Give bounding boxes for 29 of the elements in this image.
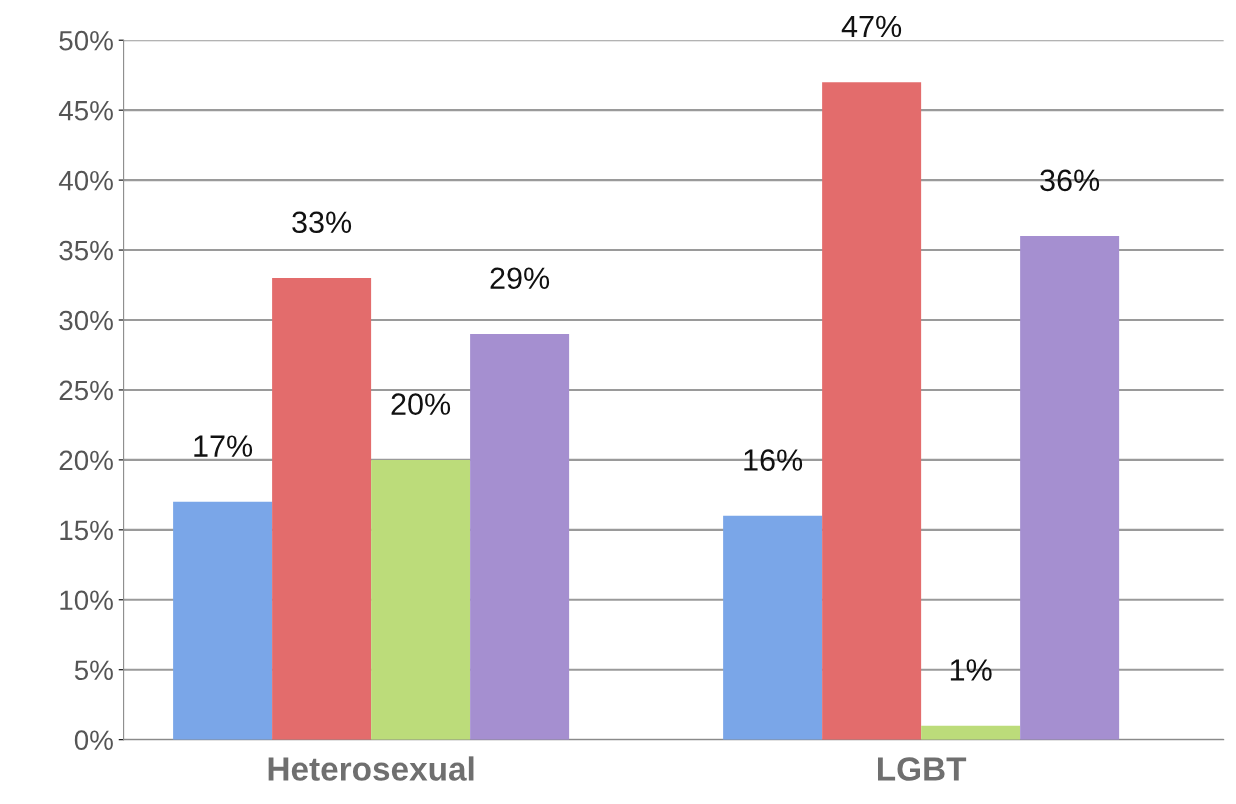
- data-label: 17%: [194, 435, 253, 457]
- data-label: 33%: [292, 211, 352, 234]
- y-tick-label: 30%: [59, 310, 113, 331]
- y-tick-label: 10%: [60, 590, 113, 611]
- y-tick-label: 20%: [59, 450, 113, 471]
- data-label: 29%: [490, 267, 550, 290]
- bar: [173, 501, 273, 740]
- bar: [822, 82, 922, 740]
- bar: [371, 459, 471, 740]
- x-tick-label: Heterosexual: [268, 756, 474, 781]
- bar: [470, 333, 570, 740]
- x-tick-label: LGBT: [878, 757, 967, 781]
- y-tick-label: 40%: [58, 170, 113, 191]
- data-label: 20%: [391, 393, 451, 415]
- bar: [272, 278, 372, 740]
- y-tick-label: 45%: [58, 100, 113, 121]
- y-tick-label: 5%: [74, 660, 113, 681]
- bar: [921, 725, 1021, 740]
- data-label: 1%: [950, 659, 992, 681]
- data-label: 47%: [841, 15, 902, 38]
- y-tick-label: 0%: [74, 730, 113, 751]
- data-label: 16%: [744, 449, 803, 471]
- y-tick-label: 35%: [59, 240, 113, 261]
- bar: [1020, 236, 1120, 740]
- data-label: 36%: [1040, 169, 1100, 192]
- y-tick-label: 50%: [59, 30, 113, 51]
- bar: [723, 515, 823, 740]
- y-tick-label: 25%: [59, 380, 113, 401]
- y-tick-label: 15%: [60, 520, 113, 541]
